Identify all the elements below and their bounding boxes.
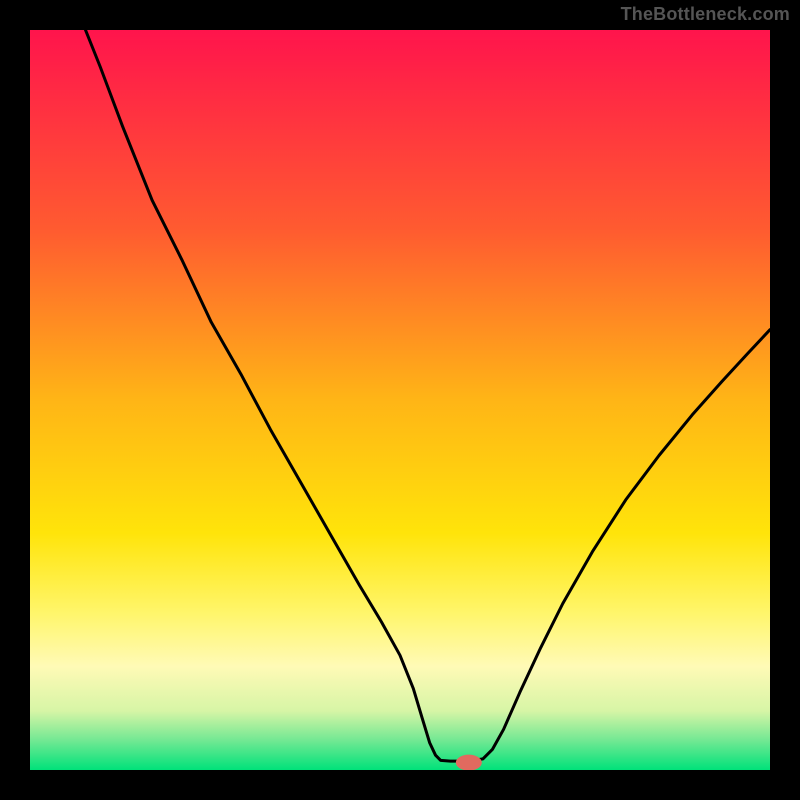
- plot-area: [30, 30, 770, 770]
- chart-frame: TheBottleneck.com: [0, 0, 800, 800]
- watermark-label: TheBottleneck.com: [621, 4, 790, 25]
- optimum-marker: [456, 755, 482, 770]
- chart-svg: [30, 30, 770, 770]
